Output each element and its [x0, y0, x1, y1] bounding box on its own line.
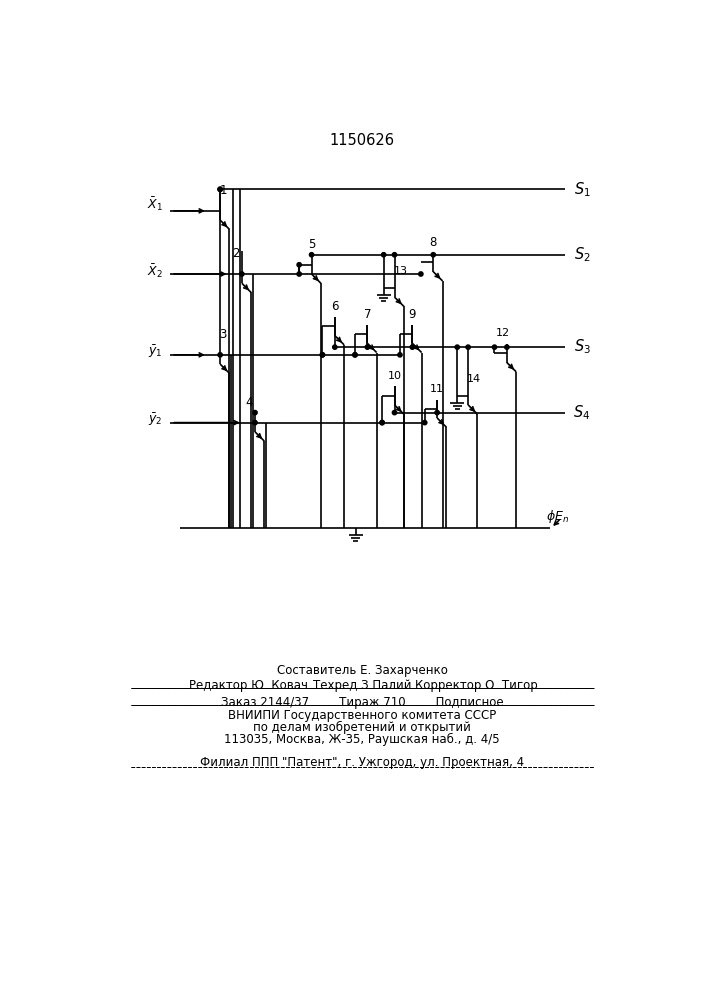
Text: Техред З.Палий: Техред З.Палий — [312, 679, 411, 692]
Circle shape — [380, 420, 385, 425]
Circle shape — [366, 345, 370, 349]
Text: 3: 3 — [220, 328, 227, 341]
Circle shape — [392, 253, 397, 257]
Text: 12: 12 — [496, 328, 510, 338]
Text: $S_2$: $S_2$ — [573, 245, 590, 264]
Circle shape — [435, 410, 439, 415]
Text: 113035, Москва, Ж-35, Раушская наб., д. 4/5: 113035, Москва, Ж-35, Раушская наб., д. … — [224, 733, 500, 746]
Circle shape — [466, 345, 470, 349]
Text: $S_4$: $S_4$ — [573, 403, 590, 422]
Circle shape — [353, 353, 357, 357]
Text: 9: 9 — [409, 308, 416, 321]
Text: $\bar{X}_1$: $\bar{X}_1$ — [147, 195, 163, 213]
Text: 7: 7 — [363, 308, 371, 321]
Text: 5: 5 — [308, 238, 315, 251]
Circle shape — [419, 272, 423, 276]
Circle shape — [240, 272, 244, 276]
Circle shape — [353, 353, 357, 357]
Text: $\phi E_n$: $\phi E_n$ — [546, 508, 569, 525]
Circle shape — [333, 345, 337, 349]
Text: $S_3$: $S_3$ — [573, 338, 590, 357]
Circle shape — [392, 410, 397, 415]
Text: 14: 14 — [467, 374, 481, 384]
Text: 4: 4 — [245, 396, 252, 409]
Text: Корректор О. Тигор: Корректор О. Тигор — [415, 679, 538, 692]
Text: 10: 10 — [387, 371, 402, 381]
Circle shape — [380, 420, 385, 425]
Circle shape — [382, 253, 386, 257]
Text: 1: 1 — [219, 184, 227, 197]
Text: $\bar{y}_2$: $\bar{y}_2$ — [148, 411, 163, 428]
Circle shape — [431, 253, 436, 257]
Text: $\bar{y}_1$: $\bar{y}_1$ — [148, 344, 163, 360]
Text: по делам изобретений и открытий: по делам изобретений и открытий — [253, 721, 471, 734]
Circle shape — [218, 187, 222, 191]
Text: $\bar{X}_2$: $\bar{X}_2$ — [147, 262, 163, 280]
Circle shape — [492, 345, 496, 349]
Circle shape — [218, 353, 222, 357]
Circle shape — [398, 353, 402, 357]
Text: 8: 8 — [430, 236, 437, 249]
Circle shape — [310, 253, 314, 257]
Text: 6: 6 — [331, 300, 339, 313]
Text: Составитель Е. Захарченко: Составитель Е. Захарченко — [276, 664, 448, 677]
Circle shape — [423, 420, 427, 425]
Circle shape — [410, 345, 414, 349]
Text: $S_1$: $S_1$ — [573, 180, 590, 199]
Circle shape — [320, 353, 325, 357]
Circle shape — [218, 187, 222, 191]
Circle shape — [505, 345, 509, 349]
Circle shape — [455, 345, 460, 349]
Text: 1150626: 1150626 — [329, 133, 395, 148]
Text: Заказ 2144/37        Тираж 710        Подписное: Заказ 2144/37 Тираж 710 Подписное — [221, 696, 503, 709]
Text: Редактор Ю. Ковач: Редактор Ю. Ковач — [189, 679, 308, 692]
Text: Филиал ППП "Патент", г. Ужгород, ул. Проектная, 4: Филиал ППП "Патент", г. Ужгород, ул. Про… — [200, 756, 524, 769]
Text: 13: 13 — [394, 266, 408, 276]
Circle shape — [253, 420, 257, 425]
Text: 11: 11 — [430, 384, 444, 394]
Text: ВНИИПИ Государственного комитета СССР: ВНИИПИ Государственного комитета СССР — [228, 709, 496, 722]
Circle shape — [297, 263, 301, 267]
Circle shape — [297, 272, 301, 276]
Text: 2: 2 — [232, 247, 240, 260]
Circle shape — [253, 410, 257, 415]
Circle shape — [320, 353, 325, 357]
